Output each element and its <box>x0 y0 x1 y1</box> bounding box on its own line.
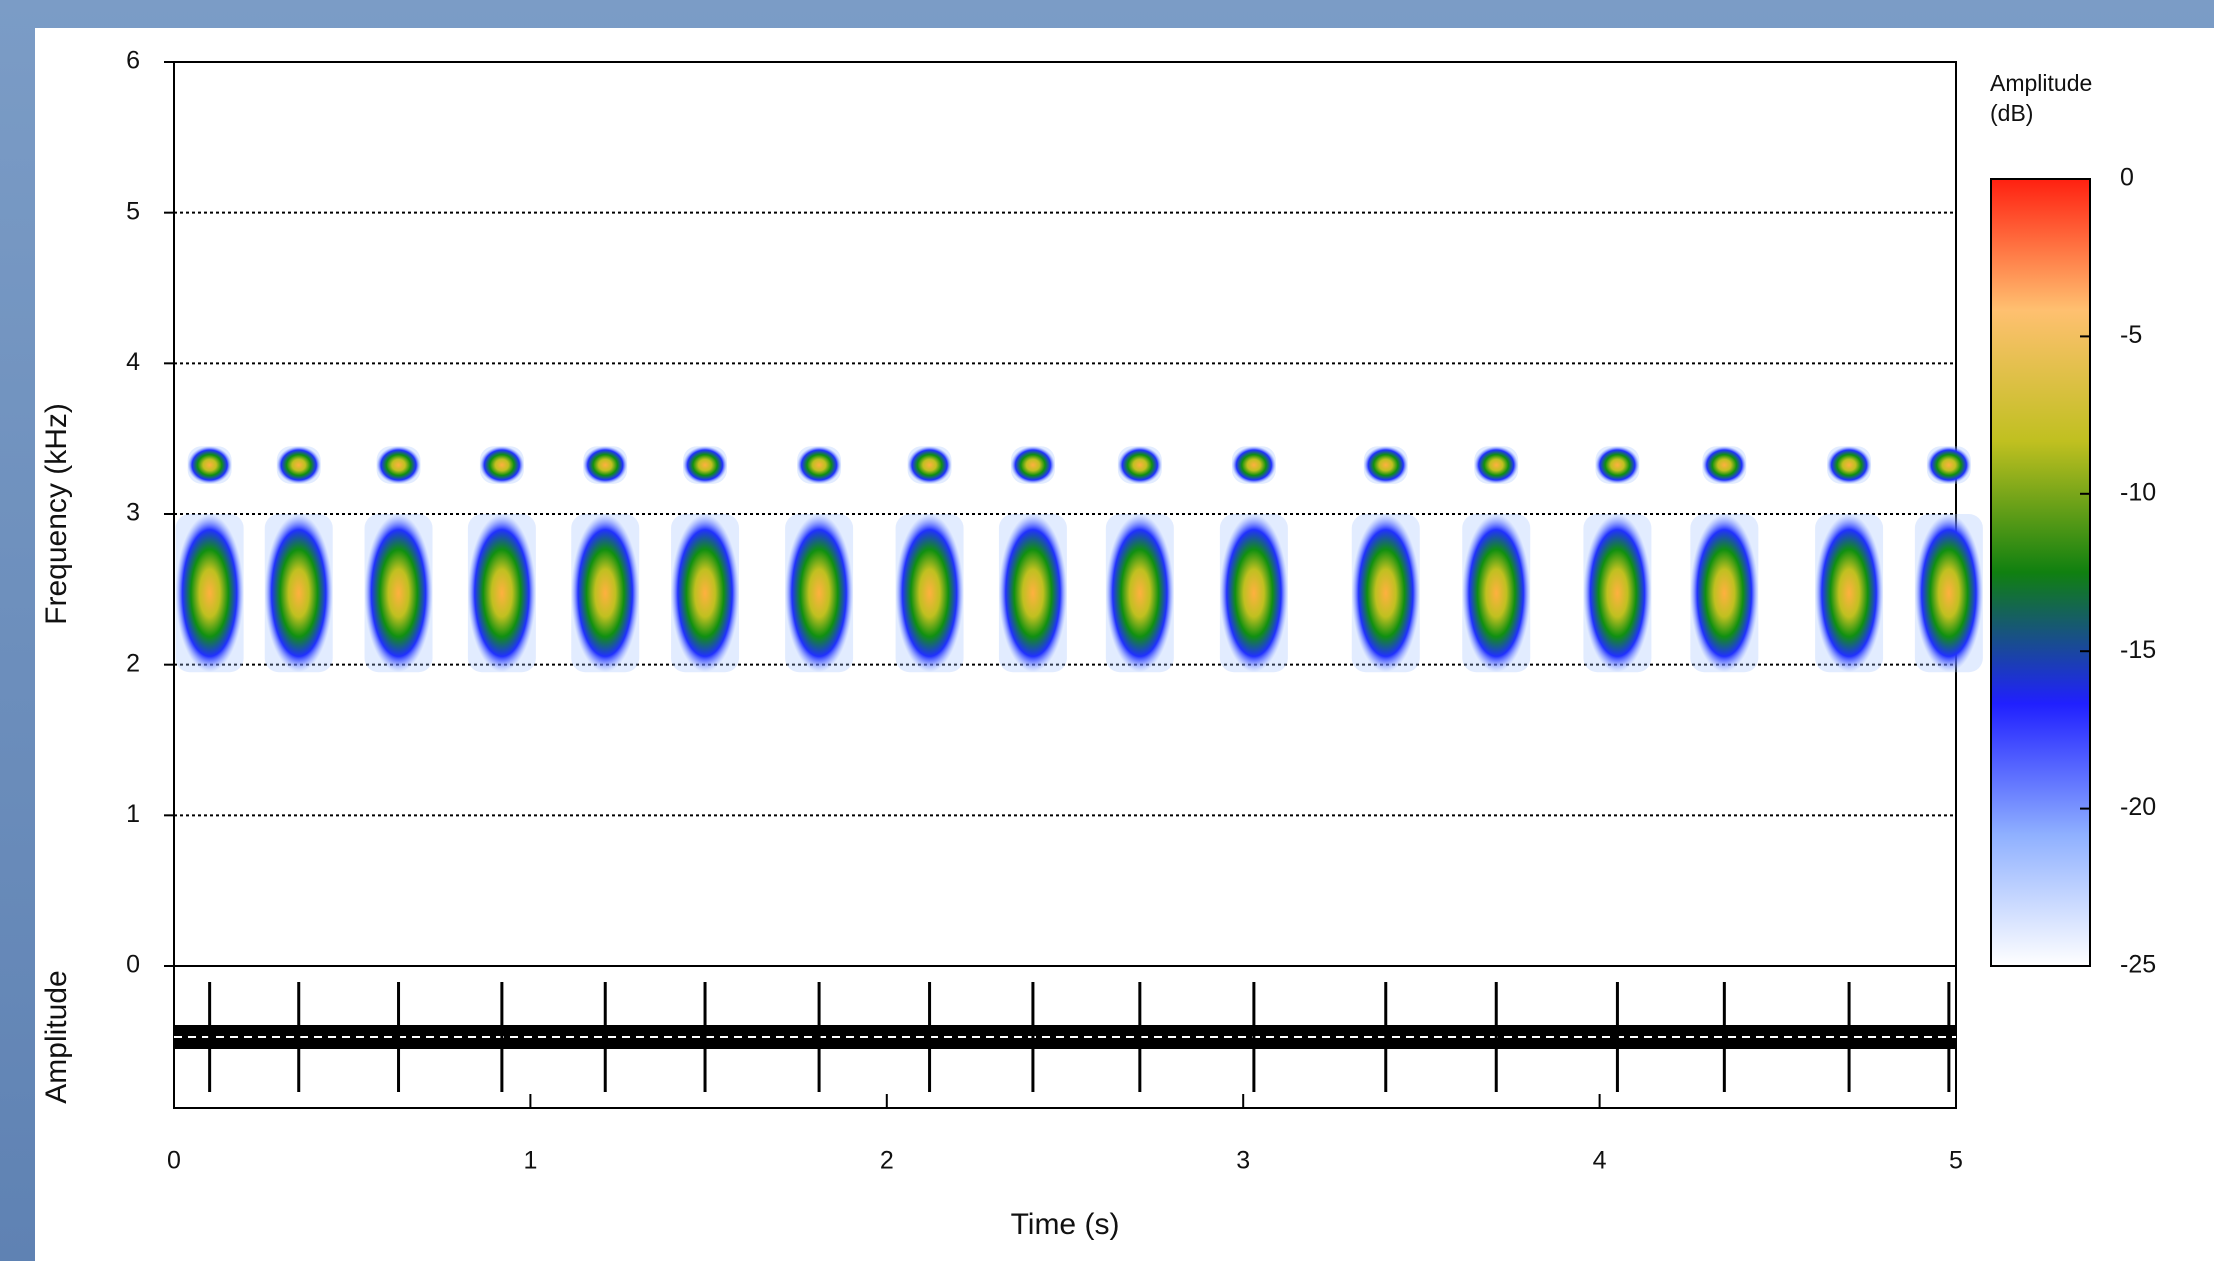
colorbar-title: Amplitude (dB) <box>1990 70 2092 126</box>
x-tick-label: 0 <box>167 1147 181 1175</box>
y-tick-label: 1 <box>126 800 140 828</box>
call-burst <box>907 446 952 484</box>
x-tick-label: 4 <box>1593 1147 1607 1175</box>
colorbar-tick-label: -15 <box>2120 636 2156 664</box>
colorbar-tick-label: -25 <box>2120 951 2156 979</box>
call-burst <box>467 514 536 673</box>
call-burst <box>1914 514 1983 673</box>
call-burst <box>1827 446 1872 484</box>
call-burst <box>1105 514 1174 673</box>
y-axis-title: Frequency (kHz) <box>40 403 73 625</box>
call-burst <box>1219 514 1288 673</box>
colorbar-tick-label: -20 <box>2120 793 2156 821</box>
call-burst <box>797 446 842 484</box>
call-burst <box>785 514 854 673</box>
colorbar-tick-label: 0 <box>2120 164 2134 192</box>
call-burst <box>1474 446 1519 484</box>
call-burst <box>1926 446 1971 484</box>
call-burst <box>1462 514 1531 673</box>
y-tick-label: 6 <box>126 47 140 75</box>
call-burst <box>364 514 433 673</box>
call-burst <box>671 514 740 673</box>
x-axis-title: Time (s) <box>1011 1208 1120 1241</box>
colorbar-tick-label: -5 <box>2120 321 2142 349</box>
call-burst <box>1690 514 1759 673</box>
call-burst <box>1117 446 1162 484</box>
y-tick-label: 5 <box>126 197 140 225</box>
call-burst <box>1351 514 1420 673</box>
call-burst <box>1010 446 1055 484</box>
amplitude-axis-title: Amplitude <box>40 970 73 1103</box>
call-burst <box>583 446 628 484</box>
x-tick-label: 5 <box>1949 1147 1963 1175</box>
call-burst <box>895 514 964 673</box>
call-burst <box>187 446 232 484</box>
call-burst <box>571 514 640 673</box>
call-burst <box>276 446 321 484</box>
call-burst <box>1231 446 1276 484</box>
call-burst <box>1815 514 1884 673</box>
x-tick-label: 3 <box>1236 1147 1250 1175</box>
y-tick-label: 4 <box>126 348 140 376</box>
call-burst <box>1595 446 1640 484</box>
call-burst <box>1583 514 1652 673</box>
y-tick-label: 3 <box>126 499 140 527</box>
call-burst <box>1702 446 1747 484</box>
y-tick-label: 2 <box>126 649 140 677</box>
colorbar <box>1990 178 2091 967</box>
y-tick-label: 0 <box>126 951 140 979</box>
call-burst <box>175 514 244 673</box>
call-burst <box>264 514 333 673</box>
call-burst <box>1363 446 1408 484</box>
call-burst <box>479 446 524 484</box>
colorbar-tick-label: -10 <box>2120 478 2156 506</box>
call-burst <box>376 446 421 484</box>
call-burst <box>998 514 1067 673</box>
x-tick-label: 1 <box>523 1147 537 1175</box>
call-burst <box>683 446 728 484</box>
x-tick-label: 2 <box>880 1147 894 1175</box>
